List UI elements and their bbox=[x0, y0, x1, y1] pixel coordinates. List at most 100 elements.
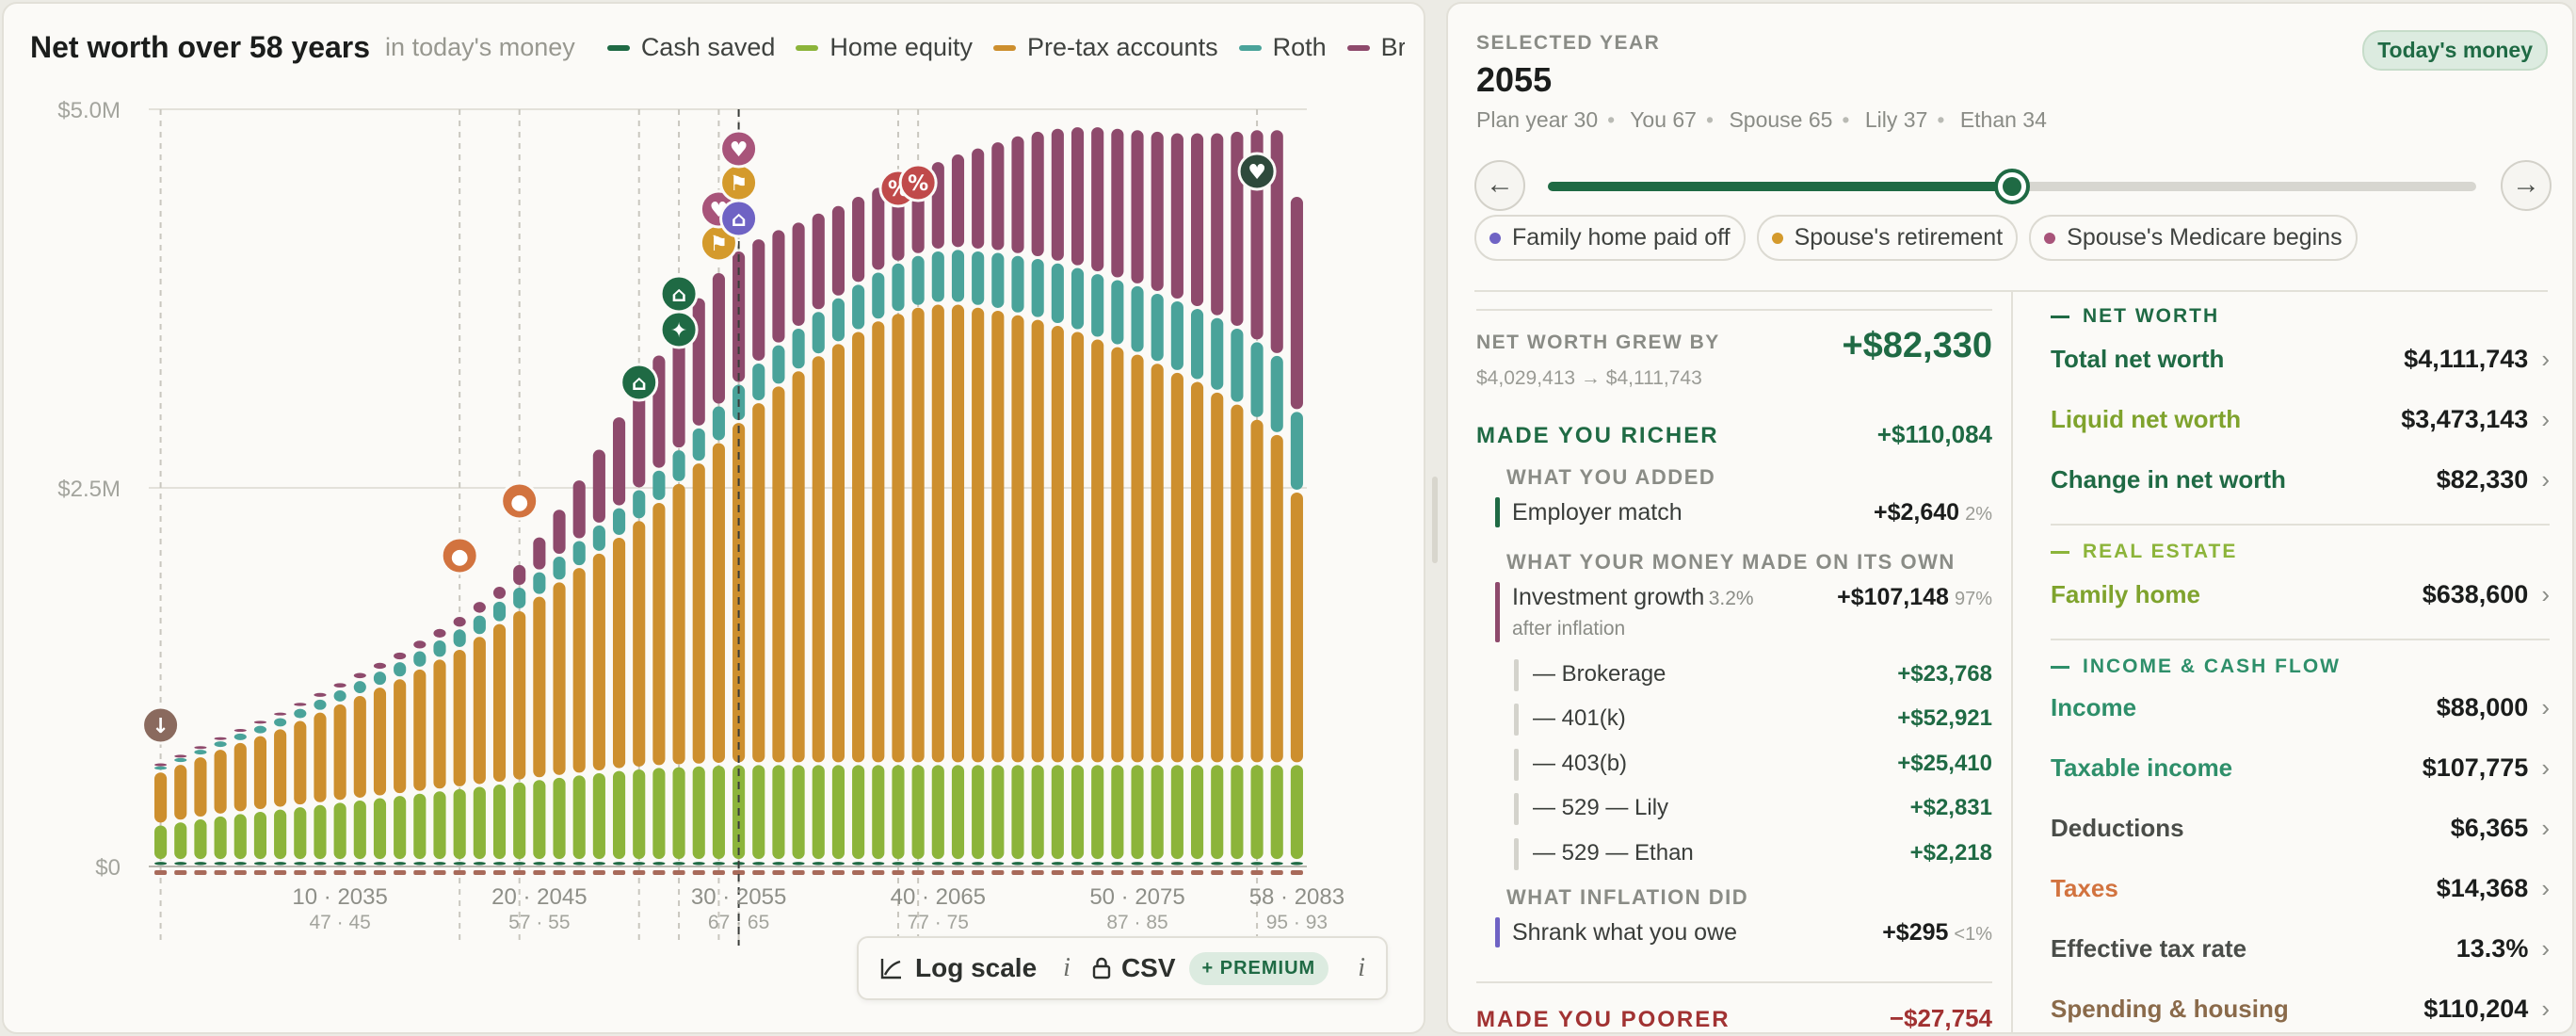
bar-segment bbox=[314, 699, 327, 710]
debt-bar bbox=[433, 870, 446, 875]
bar-segment bbox=[733, 251, 746, 382]
family-home-row[interactable]: Family home $638,600 › bbox=[2051, 580, 2550, 609]
taxable-income-row[interactable]: Taxable income $107,775 › bbox=[2051, 753, 2550, 783]
investment-growth-row[interactable]: Investment growth 3.2% +$107,148 97% bbox=[1512, 584, 1992, 611]
employer-match-value: +$2,640 bbox=[1874, 499, 1960, 526]
panel-resize-handle[interactable] bbox=[1432, 477, 1438, 563]
legend-cash-saved[interactable]: Cash saved bbox=[606, 33, 775, 62]
growth-item-label: — Brokerage bbox=[1533, 661, 1666, 687]
debt-bar bbox=[1190, 870, 1204, 875]
bar-segment bbox=[612, 770, 626, 860]
year-detail-panel: SELECTED YEAR 2055 Today's money Plan ye… bbox=[1446, 2, 2574, 1034]
employer-match-row[interactable]: Employer match +$2,640 2% bbox=[1512, 499, 1992, 526]
deductions-row[interactable]: Deductions $6,365 › bbox=[2051, 814, 2550, 843]
bar-segment bbox=[1211, 392, 1224, 763]
real-estate-heading: REAL ESTATE bbox=[2051, 541, 2237, 563]
legend-swatch bbox=[606, 44, 630, 51]
bar-segment bbox=[733, 423, 746, 763]
chevron-right-icon: › bbox=[2541, 693, 2550, 721]
growth-item-403b[interactable]: — 403(b) +$25,410 bbox=[1533, 751, 1992, 777]
growth-item-529-ethan[interactable]: — 529 — Ethan +$2,218 bbox=[1533, 840, 1992, 866]
x-tick-label: 40 · 2065 bbox=[891, 884, 986, 910]
bar-segment bbox=[812, 213, 825, 310]
bar-segment bbox=[433, 659, 446, 789]
metric-value: $6,365 bbox=[2450, 814, 2529, 842]
bar-segment bbox=[612, 862, 626, 866]
year-events: Family home paid off Spouse's retirement… bbox=[1474, 215, 2369, 261]
bar-segment bbox=[253, 812, 267, 860]
log-scale-icon bbox=[880, 959, 901, 979]
growth-item-value: +$2,218 bbox=[1909, 840, 1992, 866]
debt-bar bbox=[492, 870, 507, 875]
event-label: Family home paid off bbox=[1512, 224, 1731, 251]
event-marker-icon bbox=[898, 163, 938, 202]
effective-tax-rate-row[interactable]: Effective tax rate 13.3% › bbox=[2051, 934, 2550, 963]
legend-pretax[interactable]: Pre-tax accounts bbox=[992, 33, 1218, 62]
bar-segment bbox=[533, 862, 546, 866]
bar-segment bbox=[1031, 765, 1044, 860]
bar-segment bbox=[154, 862, 168, 866]
growth-item-brokerage[interactable]: — Brokerage +$23,768 bbox=[1533, 661, 1992, 688]
growth-item-401k[interactable]: — 401(k) +$52,921 bbox=[1533, 705, 1992, 732]
event-home-paid-off[interactable]: Family home paid off bbox=[1474, 215, 1746, 261]
bar-segment bbox=[572, 568, 586, 773]
debt-bar bbox=[633, 870, 646, 875]
y-tick-label: $2.5M bbox=[57, 477, 121, 502]
bar-segment bbox=[233, 814, 247, 860]
income-row[interactable]: Income $88,000 › bbox=[2051, 693, 2550, 722]
todays-money-badge[interactable]: Today's money bbox=[2362, 30, 2548, 71]
event-spouse-retirement[interactable]: Spouse's retirement bbox=[1756, 215, 2019, 261]
event-spouse-medicare[interactable]: Spouse's Medicare begins bbox=[2029, 215, 2358, 261]
debt-bar bbox=[652, 870, 666, 875]
bar-segment bbox=[492, 862, 507, 866]
bar-segment bbox=[972, 307, 985, 763]
log-scale-info-icon[interactable]: i bbox=[1063, 953, 1071, 982]
spending-housing-row[interactable]: Spending & housing $110,204 › bbox=[2051, 995, 2550, 1024]
taxes-row[interactable]: Taxes $14,368 › bbox=[2051, 874, 2550, 903]
bar-segment bbox=[812, 862, 825, 866]
growth-item-bar bbox=[1514, 793, 1519, 825]
legend-brokerage[interactable]: Brokerage bbox=[1346, 33, 1405, 62]
premium-badge[interactable]: + PREMIUM bbox=[1188, 951, 1329, 985]
growth-item-value: +$2,831 bbox=[1909, 795, 1992, 820]
liquid-net-worth-row[interactable]: Liquid net worth $3,473,143 › bbox=[2051, 405, 2550, 434]
year-slider-thumb[interactable] bbox=[1994, 169, 2030, 204]
prev-year-button[interactable]: ← bbox=[1474, 160, 1525, 211]
legend-home-equity[interactable]: Home equity bbox=[796, 33, 973, 62]
chevron-right-icon: › bbox=[2541, 465, 2550, 494]
event-marker-glyph: ♥ bbox=[1248, 161, 1266, 185]
column-divider bbox=[2011, 292, 2013, 1032]
bar-segment bbox=[852, 197, 865, 283]
debt-bar bbox=[513, 870, 526, 875]
growth-item-529-lily[interactable]: — 529 — Lily +$2,831 bbox=[1533, 795, 1992, 821]
shrank-row[interactable]: Shrank what you owe +$295 <1% bbox=[1512, 919, 1992, 947]
total-net-worth-row[interactable]: Total net worth $4,111,743 › bbox=[2051, 345, 2550, 374]
csv-info-icon[interactable]: i bbox=[1358, 953, 1365, 982]
bar-segment bbox=[1051, 326, 1064, 763]
log-scale-label: Log scale bbox=[915, 953, 1038, 982]
bar-segment bbox=[1250, 862, 1264, 866]
bar-segment bbox=[174, 754, 187, 758]
x-tick-sublabel: 57 · 55 bbox=[508, 912, 570, 933]
bar-segment bbox=[453, 629, 466, 647]
event-marker-icon bbox=[659, 274, 699, 314]
next-year-button[interactable]: → bbox=[2501, 160, 2552, 211]
bar-segment bbox=[233, 862, 247, 866]
change-net-worth-row[interactable]: Change in net worth $82,330 › bbox=[2051, 465, 2550, 494]
made-richer-row: MADE YOU RICHER +$110,084 bbox=[1476, 420, 1992, 449]
debt-bar bbox=[353, 870, 366, 875]
metric-value: $638,600 bbox=[2422, 580, 2529, 608]
growth-item-value: +$23,768 bbox=[1897, 661, 1992, 687]
csv-export-button[interactable]: CSV bbox=[1091, 953, 1176, 983]
bar-segment bbox=[214, 862, 227, 866]
log-scale-toggle[interactable]: Log scale bbox=[879, 953, 1037, 983]
bar-segment bbox=[314, 712, 327, 802]
legend-roth[interactable]: Roth bbox=[1238, 33, 1327, 62]
divider bbox=[2051, 639, 2550, 640]
bar-segment bbox=[1290, 492, 1303, 763]
chevron-right-icon: › bbox=[2541, 874, 2550, 902]
event-marker-glyph: ♥ bbox=[730, 138, 749, 162]
year-slider[interactable] bbox=[1548, 169, 2476, 204]
debt-bar bbox=[473, 870, 486, 875]
